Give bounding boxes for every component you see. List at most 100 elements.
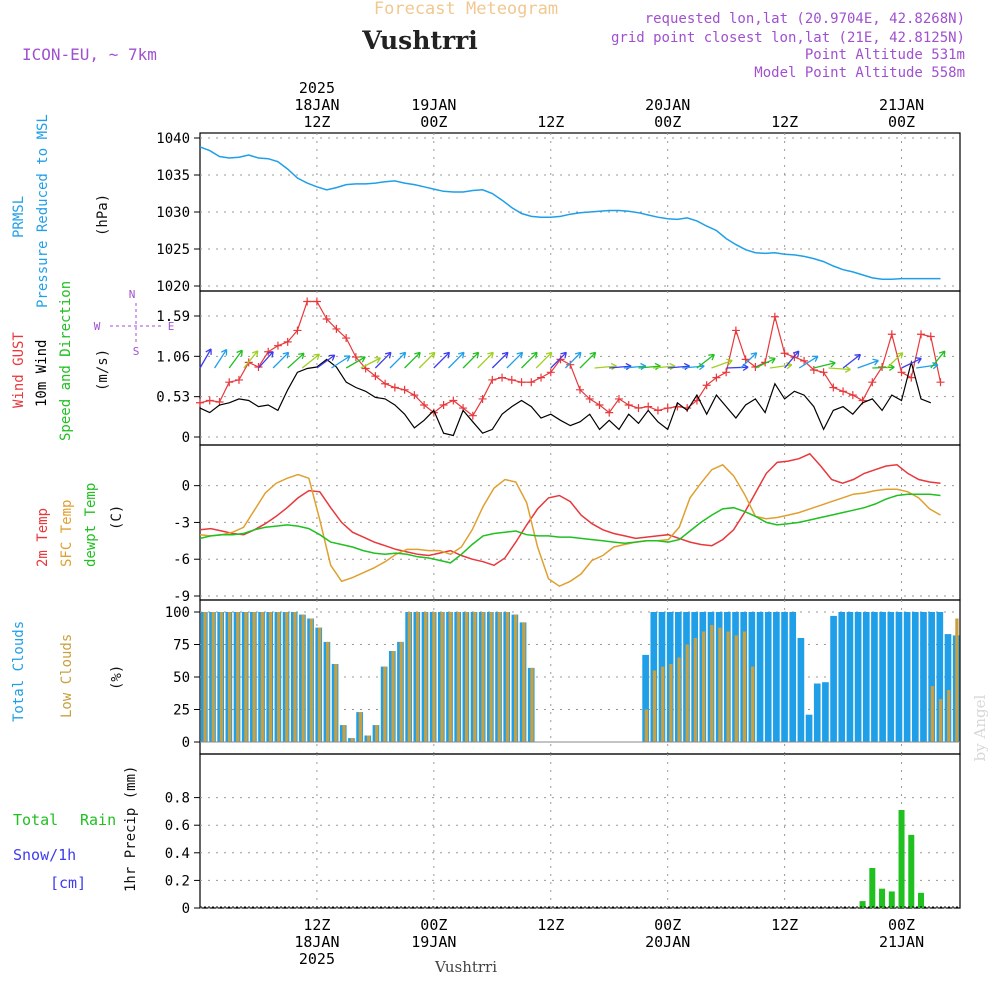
total-cloud-bar [944, 634, 952, 742]
wind-gust-marker [498, 373, 507, 382]
y-tick-label: 1025 [156, 242, 190, 258]
wind-gust-marker [449, 396, 458, 405]
plot-layer [196, 146, 960, 908]
y-tick-label: -9 [173, 589, 190, 605]
wind-gust-marker [273, 341, 282, 350]
bottom-time-label: 20JAN [645, 933, 690, 951]
wind-direction-arrow [813, 360, 836, 369]
wind-gust-marker [556, 355, 565, 364]
total-cloud-bar [830, 615, 837, 742]
wind-direction-arrow [214, 348, 228, 369]
low-cloud-bar [219, 612, 224, 742]
wind-direction-arrow [842, 353, 862, 369]
wind-direction-arrow [199, 348, 212, 369]
y-tick-label: 0 [182, 735, 190, 751]
top-time-label: 12Z [303, 113, 330, 131]
watermark: by Angel [971, 694, 989, 761]
low-cloud-bar [652, 670, 657, 742]
total-cloud-bar [838, 612, 846, 742]
wind-direction-arrow [872, 363, 895, 372]
total-cloud-bar [895, 612, 903, 742]
total-cloud-bar [822, 682, 829, 742]
wind-direction-arrow [857, 358, 879, 369]
top-time-label: 12Z [771, 113, 798, 131]
wind-gust-marker [381, 379, 390, 388]
low-cloud-bar [938, 699, 943, 742]
total-cloud-bar [928, 612, 935, 742]
y-tick-label: 0.53 [156, 390, 190, 406]
wind-compass: N S W E [94, 288, 175, 358]
rain-bar [869, 867, 876, 908]
low-cloud-bar [947, 690, 951, 742]
wind-direction-arrow [418, 351, 436, 369]
low-clouds-label: Low Clouds [59, 634, 75, 718]
total-cloud-bar [862, 612, 870, 742]
wind-gust-marker [546, 368, 555, 377]
rain-bar [908, 834, 915, 908]
wind-direction-arrow [726, 363, 749, 372]
wind-gust-marker [936, 378, 945, 387]
wind-gust-marker [283, 337, 292, 346]
wind-gust-marker [400, 385, 409, 394]
y-tick-label: 0 [182, 479, 190, 495]
wind-gust-marker [653, 406, 662, 415]
wind-gust-marker [917, 330, 926, 339]
top-time-label: 00Z [654, 113, 681, 131]
wind-direction-arrow [696, 353, 715, 369]
wind-direction-arrow [462, 351, 480, 369]
wind-gust-marker [205, 396, 214, 405]
total-cloud-bar [764, 612, 772, 742]
wind-direction-arrow [550, 351, 567, 369]
wind-gust-marker [614, 394, 623, 403]
low-cloud-bar [513, 614, 518, 742]
wind-gust-marker [829, 383, 838, 392]
low-cloud-bar [930, 686, 935, 742]
top-time-label: 19JAN [411, 96, 456, 114]
wind-gust-marker [819, 368, 828, 377]
low-cloud-bar [677, 657, 681, 742]
rain-label: Rain [80, 811, 116, 829]
y-tick-label: 1040 [156, 131, 190, 147]
wind-gust-marker [478, 394, 487, 403]
total-cloud-bar [920, 612, 927, 742]
wind-direction-arrow [389, 351, 407, 369]
low-cloud-bar [710, 625, 714, 742]
wind-gust-marker [722, 368, 731, 377]
low-cloud-bar [644, 709, 649, 742]
pressure-unit: (hPa) [95, 194, 111, 236]
wind-gust-marker [196, 398, 204, 407]
low-cloud-bar [301, 614, 305, 742]
wind-gust-marker [605, 408, 614, 417]
top-time-label: 18JAN [294, 96, 339, 114]
wind-gust-marker [741, 355, 750, 364]
place-title: Vushtrri [361, 26, 478, 55]
total-cloud-bar [846, 612, 854, 742]
low-cloud-bar [955, 618, 959, 742]
bottom-time-label: 12Z [537, 916, 564, 934]
wind-direction-arrow [491, 351, 509, 369]
wind-gust-marker [663, 404, 672, 413]
temp2m-label: 2m Temp [35, 508, 51, 567]
total-cloud-bar [789, 612, 797, 742]
wind-direction-arrow [784, 350, 800, 369]
wind-direction-arrow [331, 355, 351, 369]
wind-direction-arrow [755, 357, 776, 369]
top-time-label: 21JAN [879, 96, 924, 114]
wind-direction-arrow [901, 357, 922, 369]
low-cloud-bar [456, 612, 461, 742]
low-cloud-bar [375, 725, 379, 742]
wind-gust-marker [342, 334, 351, 343]
low-cloud-bar [497, 612, 501, 742]
y-tick-label: -3 [173, 515, 190, 531]
wind-gust-marker [527, 378, 536, 387]
wind-gust-line [199, 300, 942, 417]
gridpoint-coords: grid point closest lon,lat (21E, 42.8125… [611, 30, 965, 46]
wind-direction-arrow [272, 351, 290, 369]
low-cloud-bar [407, 612, 412, 742]
rain-bar [859, 901, 866, 908]
wind-10m-line [199, 358, 932, 437]
wind-gust-marker [293, 326, 302, 335]
wind-gust-marker [731, 326, 740, 335]
